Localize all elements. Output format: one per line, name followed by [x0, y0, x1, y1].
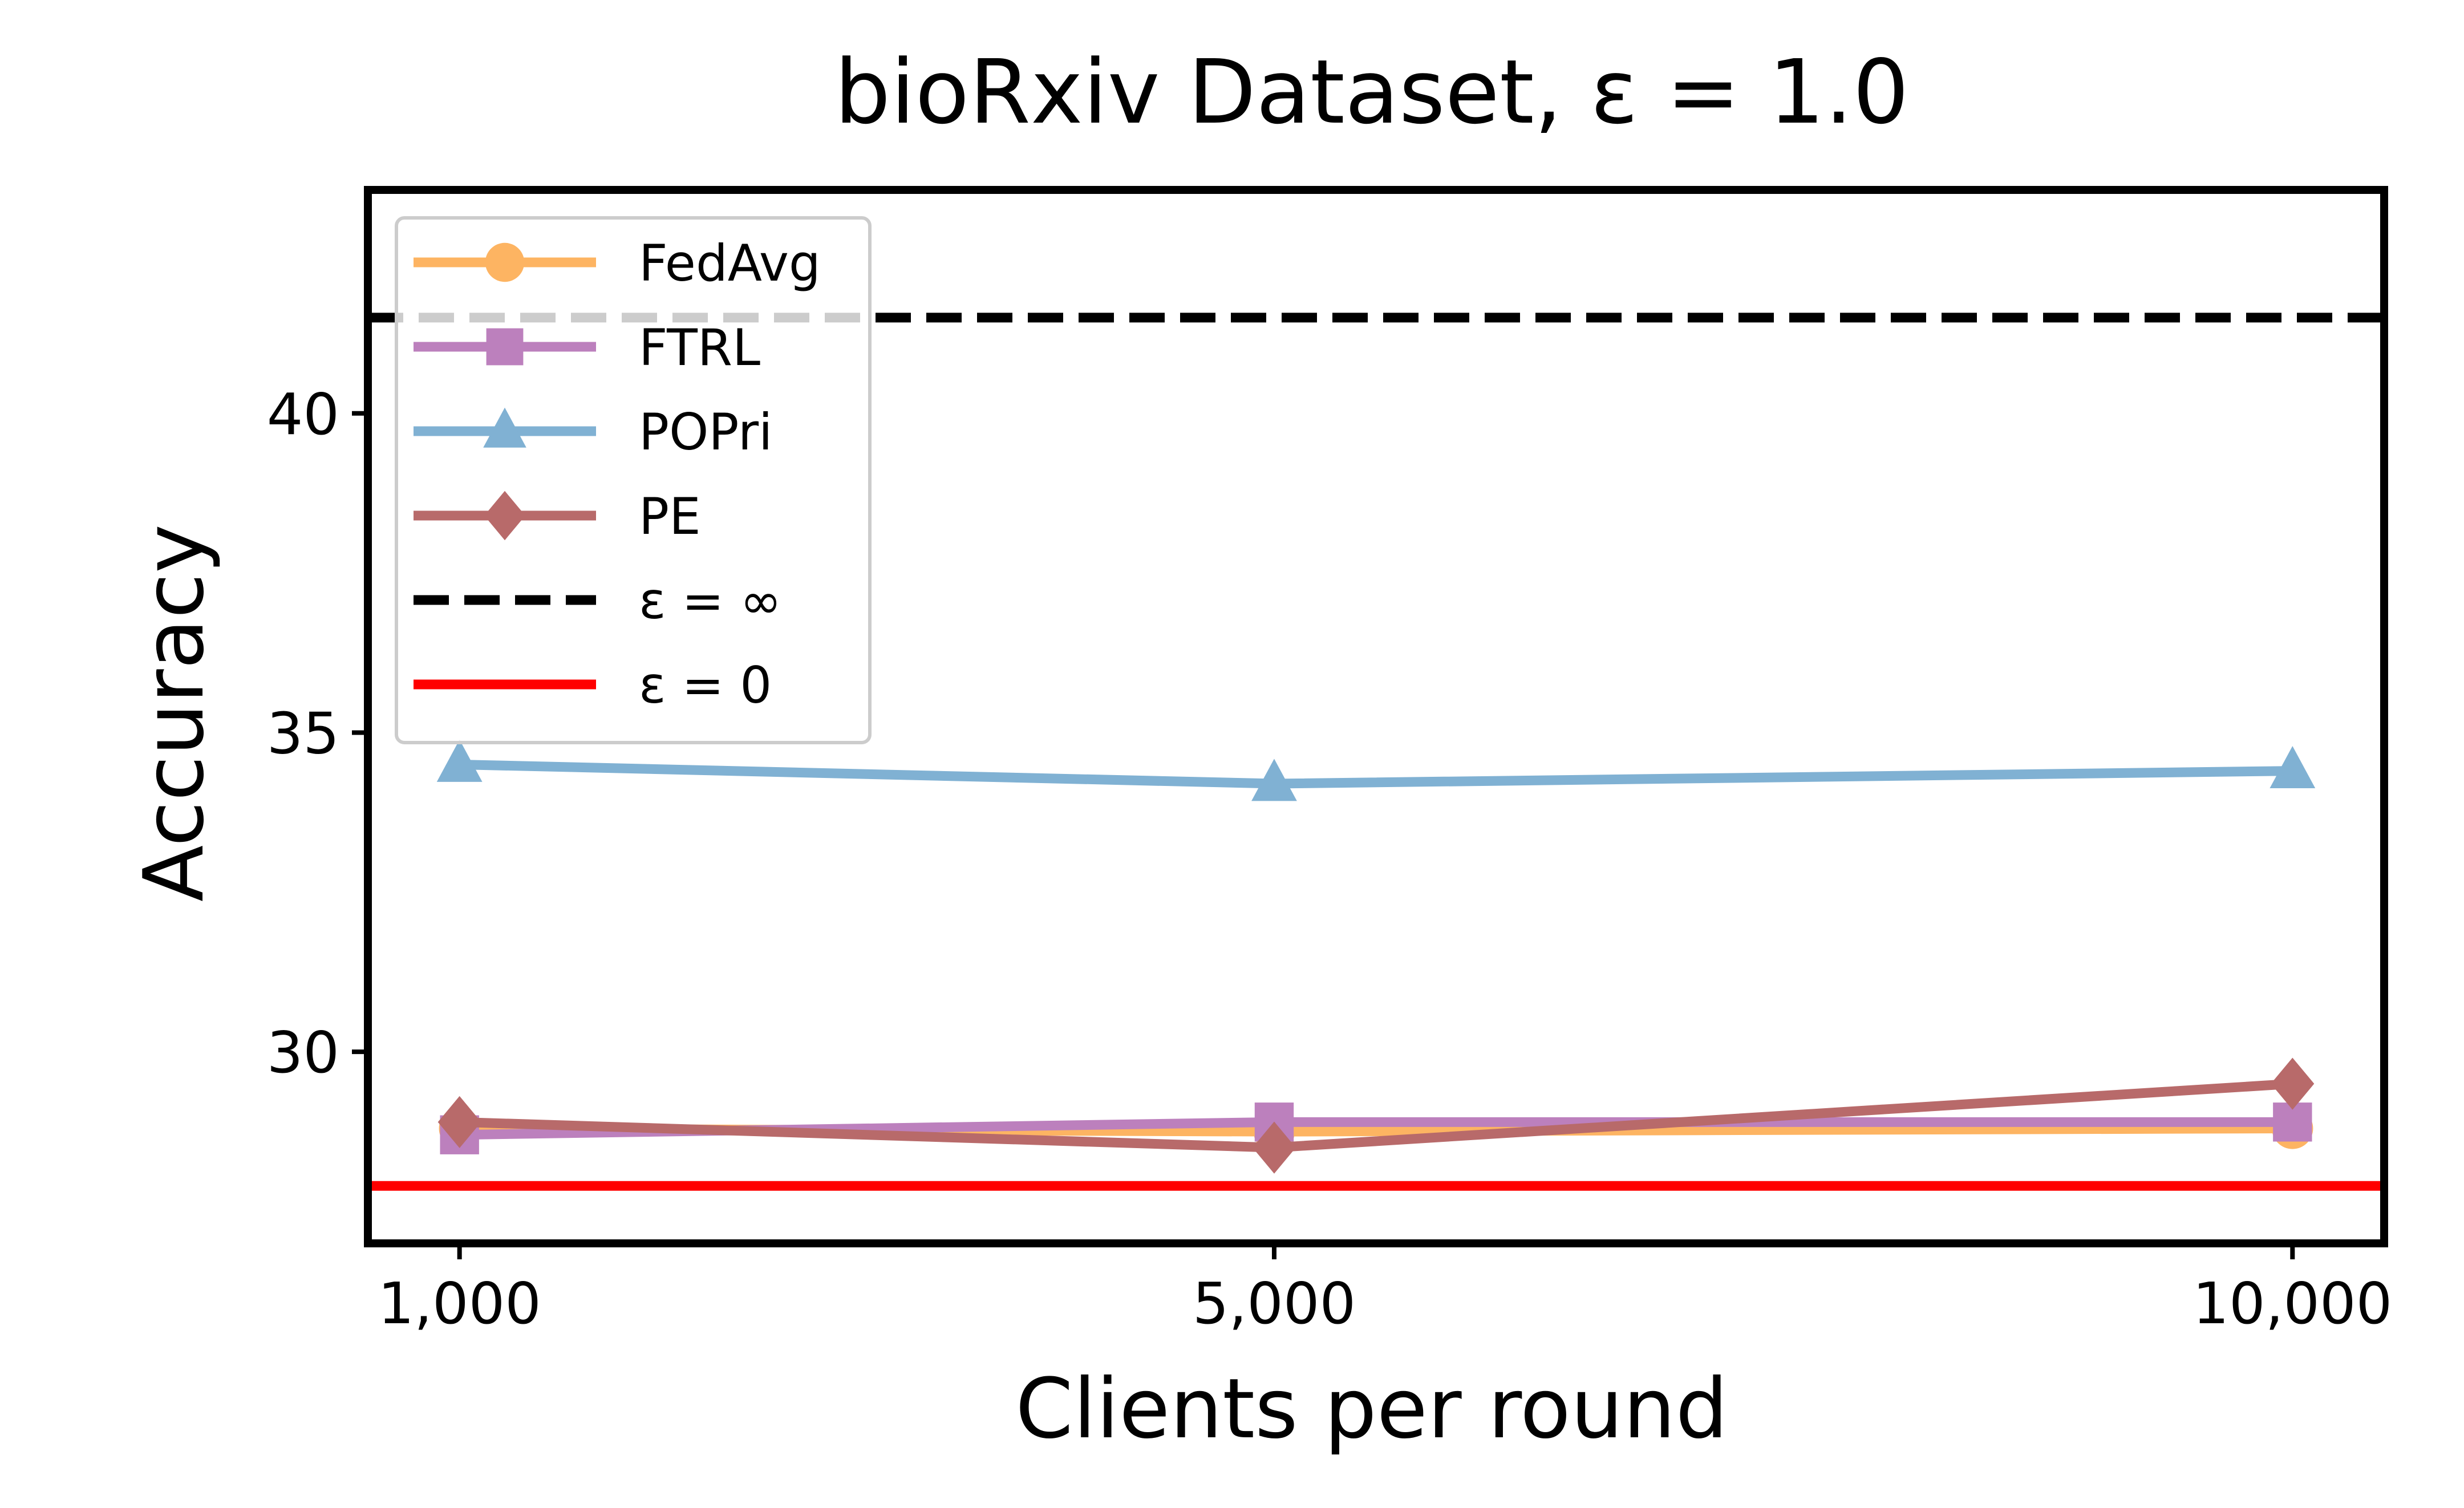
legend-marker: [484, 490, 525, 541]
legend-label: FTRL: [639, 318, 760, 377]
legend-label: FedAvg: [639, 234, 821, 293]
data-point-pe: [1252, 1121, 1296, 1174]
legend-label: POPri: [639, 403, 772, 461]
legend-marker: [483, 407, 526, 448]
chart-title: bioRxiv Dataset, ε = 1.0: [834, 40, 1909, 144]
x-tick-label: 10,000: [2193, 1270, 2392, 1337]
plot-contents: [368, 313, 2384, 1191]
legend-marker: [485, 242, 525, 282]
y-axis-label: Accuracy: [126, 524, 222, 902]
y-tick-label: 40: [267, 381, 339, 448]
x-axis-label: Clients per round: [1015, 1361, 1728, 1457]
legend-label: PE: [639, 487, 701, 546]
x-tick-label: 5,000: [1193, 1270, 1356, 1337]
data-point-pe: [437, 1096, 481, 1148]
plot-area: [368, 313, 2384, 1191]
legend: FedAvg FTRL POPri PE ε = ∞ ε = 0: [395, 216, 872, 744]
plot-frame: [364, 186, 2388, 1247]
series-line-pe: [459, 1079, 2293, 1153]
y-tick-label: 30: [267, 1019, 339, 1086]
legend-box: [395, 216, 872, 744]
legend-marker: [486, 328, 524, 366]
axes: 1,000 5,000 10,000 30 35 40: [267, 186, 2392, 1337]
data-point-pe: [2271, 1057, 2315, 1110]
y-tick-label: 35: [267, 700, 339, 767]
data-point-popri: [2270, 745, 2316, 789]
legend-label: ε = 0: [639, 656, 772, 715]
series-line-popri: [459, 759, 2293, 789]
x-tick-label: 1,000: [378, 1270, 541, 1337]
data-point-popri: [1251, 759, 1297, 801]
legend-label: ε = ∞: [639, 571, 782, 630]
data-point-popri: [436, 739, 483, 782]
